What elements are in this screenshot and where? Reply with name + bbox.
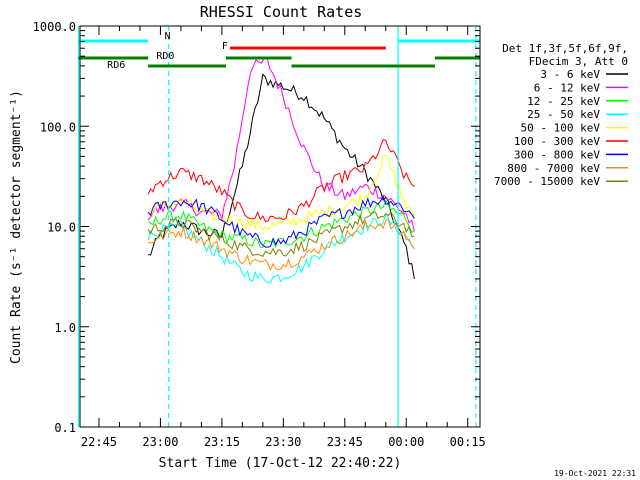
series-line-7000-15000-kev: [147, 211, 415, 258]
x-axis-title: Start Time (17-Oct-12 22:40:22): [159, 456, 402, 471]
series-layer: [147, 56, 415, 284]
attenuator-bars: N F RD0 RD6: [77, 26, 480, 427]
legend: Det 1f,3f,5f,6f,9f, FDecim 3, Att 0 3 - …: [494, 42, 628, 188]
x-tick-label: 00:15: [450, 435, 486, 449]
legend-label-100-300-kev: 100 - 300 keV: [514, 135, 600, 148]
x-tick-label: 22:45: [81, 435, 117, 449]
x-tick-label: 23:15: [204, 435, 240, 449]
y-axis-title: Count Rate (s⁻¹ detector segment⁻¹): [9, 90, 24, 364]
y-tick-label: 0.1: [54, 421, 76, 435]
y-tick-label: 1000.0: [33, 20, 76, 34]
legend-label-800-7000-kev: 800 - 7000 keV: [507, 162, 600, 175]
x-tick-label: 00:00: [388, 435, 424, 449]
legend-label-6-12-kev: 6 - 12 keV: [534, 81, 601, 94]
y-tick-label: 1.0: [54, 321, 76, 335]
legend-label-300-800-kev: 300 - 800 keV: [514, 148, 600, 161]
x-tick-label: 23:45: [327, 435, 363, 449]
series-line-50-100-kev: [148, 154, 415, 231]
series-line-100-300-kev: [147, 139, 415, 223]
x-tick-label: 23:00: [142, 435, 178, 449]
legend-label-12-25-kev: 12 - 25 keV: [527, 95, 600, 108]
x-tick-label: 23:30: [265, 435, 301, 449]
legend-label-3-6-kev: 3 - 6 keV: [540, 68, 600, 81]
series-line-800-7000-kev: [147, 218, 415, 272]
generation-timestamp: 19-Oct-2021 22:31: [554, 469, 636, 478]
legend-header-line-2: FDecim 3, Att 0: [529, 55, 628, 68]
series-line-12-25-kev: [147, 199, 415, 249]
legend-label-7000-15000-kev: 7000 - 15000 keV: [494, 175, 600, 188]
state-bar-label-n: N: [165, 31, 171, 42]
state-bar-label-rd6: RD6: [107, 60, 125, 71]
y-tick-label: 100.0: [40, 120, 76, 134]
y-tick-label: 10.0: [47, 221, 76, 235]
series-line-25-50-kev: [147, 212, 415, 284]
x-axis: 22:45 23:00 23:15 23:30 23:45 00:00 00:15: [81, 26, 486, 449]
y-axis: 0.1 1.0 10.0 100.0 1000.0: [33, 20, 480, 435]
chart-title: RHESSI Count Rates: [200, 3, 363, 21]
state-bar-label-f: F: [222, 41, 228, 52]
legend-label-25-50-kev: 25 - 50 keV: [527, 108, 600, 121]
series-line-300-800-kev: [147, 195, 415, 248]
legend-header-line-1: Det 1f,3f,5f,6f,9f,: [502, 42, 628, 55]
state-bar-label-rd0: RD0: [156, 51, 174, 62]
legend-label-50-100-kev: 50 - 100 keV: [521, 122, 601, 135]
